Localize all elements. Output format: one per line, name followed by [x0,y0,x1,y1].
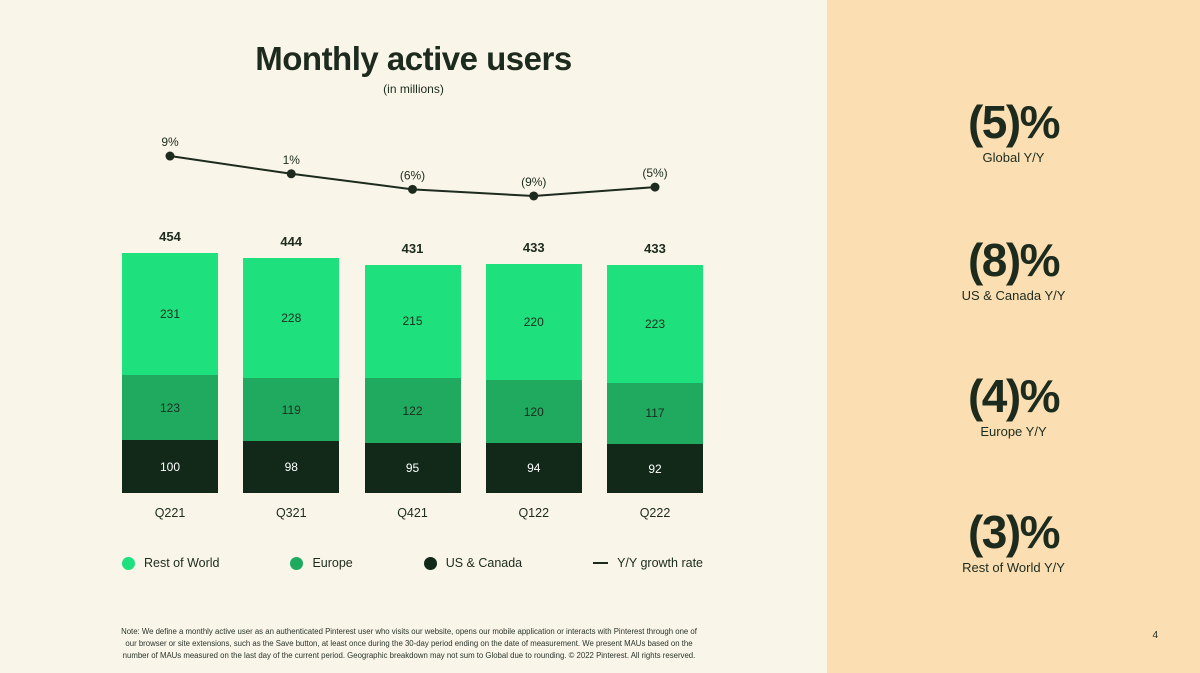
chart-subtitle: (in millions) [383,82,444,96]
legend-label: Europe [312,556,353,570]
bar-stack: 231 123 100 [122,253,218,493]
bar-category-label: Q222 [639,506,671,520]
bar-total-label: 444 [280,233,303,249]
legend-dot-icon [290,556,304,570]
growth-point-label: (6%) [400,168,425,182]
bar-stack: 220 120 94 [485,263,582,493]
bar-segment: 231 [122,253,218,376]
bar-column: 433 220 120 94 Q122 [485,239,582,522]
bar-segment: 92 [607,444,703,493]
chart-section: Monthly active users (in millions) 9% 1% (… [121,40,703,661]
bar-segment: 223 [607,264,703,383]
bar-category-label: Q421 [397,506,428,520]
stat-us-canada-label: US & Canada Y/Y [961,288,1066,304]
bar-segment: 98 [243,441,340,493]
growth-point-dot [408,184,417,194]
page-number: 4 [1152,630,1158,641]
bar-segment: 95 [364,442,461,493]
bar-column: 454 231 123 100 Q221 [122,229,218,522]
stat-global-label: Global Y/Y [982,150,1045,166]
legend-item: Y/Y growth rate [593,556,703,570]
growth-point-dot [286,169,296,179]
stat-rest-of-world-label: Rest of World Y/Y [962,560,1065,576]
legend-dot-icon [122,556,135,570]
footnote: Note: We define a monthly active user as… [121,627,697,661]
stat-global: (5)% Global Y/Y [827,96,1200,166]
bar-segment: 228 [243,257,340,379]
bar-category-label: Q122 [518,506,550,520]
bar-total-label: 433 [522,239,545,255]
stat-europe-label: Europe Y/Y [980,424,1047,440]
bar-column: 433 223 117 92 Q222 [607,241,703,522]
bar-segment: 119 [243,378,340,442]
growth-point-label: 1% [283,153,301,167]
bar-segment: 94 [485,443,582,493]
bar-segment: 123 [122,375,218,441]
bar-total-label: 433 [644,240,666,256]
legend-label: Y/Y growth rate [617,556,703,570]
bar-stack: 223 117 92 [607,264,703,493]
bar-segment: 100 [122,440,218,493]
bar-total-label: 454 [159,229,181,245]
growth-rate-line-chart: 9% 1% (6%) (9%) (5%) [122,135,703,210]
stat-europe: (4)% Europe Y/Y [827,370,1200,440]
legend-label: US & Canada [445,556,523,570]
bar-total-label: 431 [401,240,424,256]
bar-column: 431 215 122 95 Q421 [364,240,461,522]
legend-item: Europe [290,556,353,570]
bar-segment: 220 [485,263,582,380]
page-title: Monthly active users [255,40,572,77]
legend-line-icon [593,561,609,565]
legend-label: Rest of World [144,556,220,570]
bar-segment: 120 [485,379,582,444]
stat-europe-value: (4)% [967,370,1061,422]
growth-point-label: 9% [161,136,179,149]
stat-us-canada-value: (8)% [967,234,1061,286]
bar-segment: 122 [364,378,461,443]
bar-segment: 215 [364,264,461,379]
bar-stack: 228 119 98 [243,257,340,493]
chart-legend: Rest of World Europe US & Canada Y/Y growth… [122,556,703,570]
legend-item: US & Canada [423,556,523,570]
stat-rest-of-world-value: (3)% [967,506,1061,558]
stacked-bar-chart: 454 231 123 100 Q221 444 228 119 98 Q321 431 215 122… [122,229,703,522]
stats-panel: (5)% Global Y/Y (8)% US & Canada Y/Y (4)… [827,0,1200,673]
growth-point-dot [529,191,539,201]
legend-item: Rest of World [122,556,220,570]
bar-stack: 215 122 95 [364,264,461,493]
legend-dot-icon [423,556,437,570]
growth-point-dot [165,151,175,161]
growth-point-dot [650,182,660,192]
stat-global-value: (5)% [967,96,1061,148]
bar-segment: 117 [607,382,703,445]
growth-line-svg: 9% 1% (6%) (9%) (5%) [161,135,668,201]
bar-category-label: Q221 [154,506,186,520]
stat-us-canada: (8)% US & Canada Y/Y [827,234,1200,304]
bar-column: 444 228 119 98 Q321 [243,233,340,522]
bar-category-label: Q321 [275,506,307,520]
growth-point-label: (5%) [642,166,667,180]
stat-rest-of-world: (3)% Rest of World Y/Y [827,506,1200,576]
growth-point-label: (9%) [521,175,546,189]
